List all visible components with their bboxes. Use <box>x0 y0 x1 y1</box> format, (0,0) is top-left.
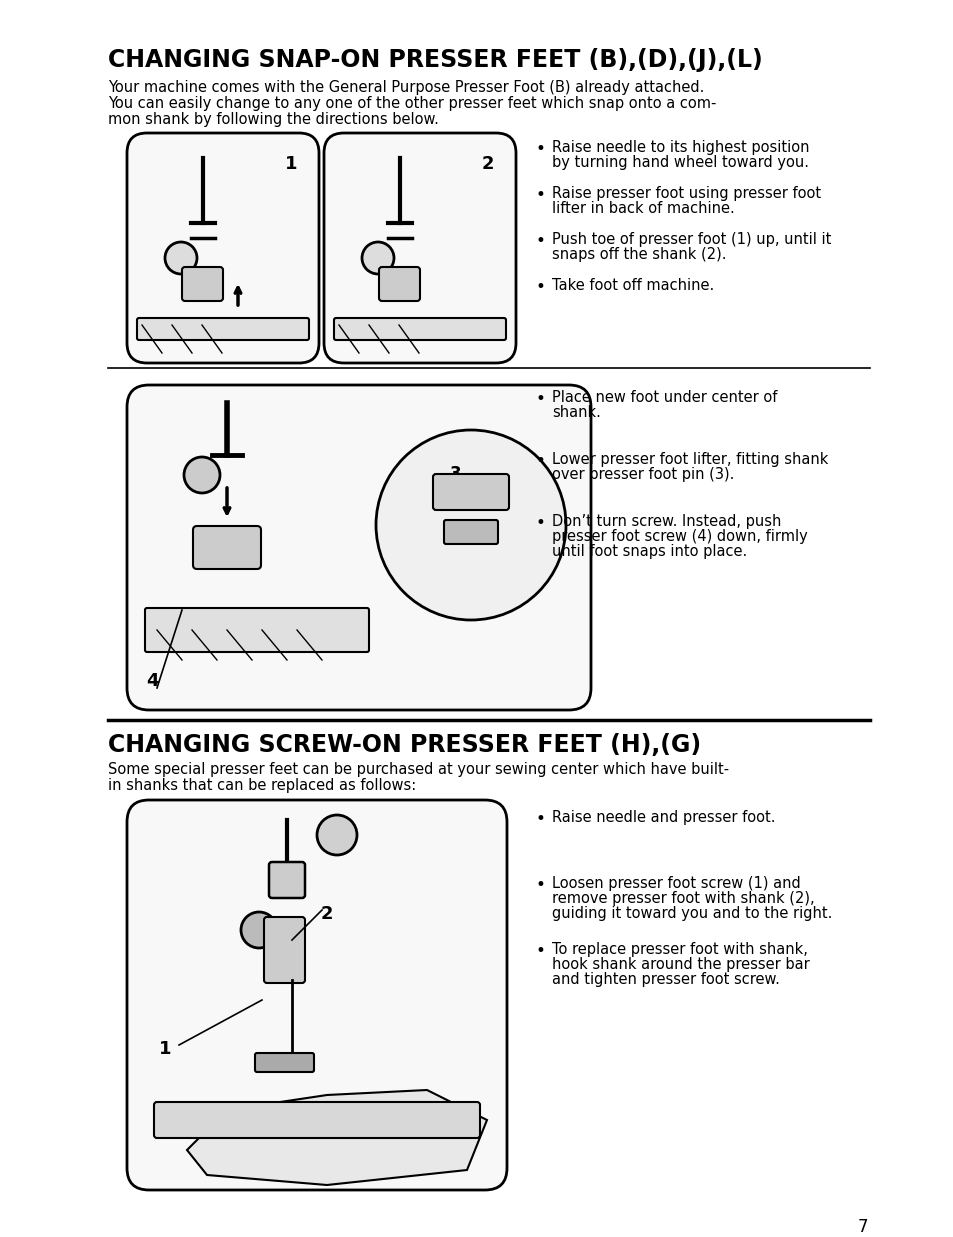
Text: in shanks that can be replaced as follows:: in shanks that can be replaced as follow… <box>108 778 416 793</box>
Text: mon shank by following the directions below.: mon shank by following the directions be… <box>108 113 438 127</box>
FancyBboxPatch shape <box>145 609 369 652</box>
Text: 2: 2 <box>481 155 494 173</box>
Text: over presser foot pin (3).: over presser foot pin (3). <box>552 468 734 482</box>
Text: Some special presser feet can be purchased at your sewing center which have buil: Some special presser feet can be purchas… <box>108 762 728 777</box>
Text: Loosen presser foot screw (1) and: Loosen presser foot screw (1) and <box>552 876 800 891</box>
Circle shape <box>361 242 394 275</box>
Text: guiding it toward you and to the right.: guiding it toward you and to the right. <box>552 905 832 922</box>
Text: •: • <box>536 515 545 532</box>
Text: and tighten presser foot screw.: and tighten presser foot screw. <box>552 972 779 987</box>
Text: lifter in back of machine.: lifter in back of machine. <box>552 200 734 216</box>
Text: Raise needle and presser foot.: Raise needle and presser foot. <box>552 810 775 825</box>
Circle shape <box>165 242 196 275</box>
FancyBboxPatch shape <box>264 917 305 983</box>
FancyBboxPatch shape <box>324 134 516 362</box>
Text: CHANGING SNAP-ON PRESSER FEET (B),(D),(J),(L): CHANGING SNAP-ON PRESSER FEET (B),(D),(J… <box>108 48 762 72</box>
Text: until foot snaps into place.: until foot snaps into place. <box>552 544 746 559</box>
Text: •: • <box>536 140 545 158</box>
Circle shape <box>375 430 565 620</box>
Text: Raise presser foot using presser foot: Raise presser foot using presser foot <box>552 186 821 200</box>
Text: •: • <box>536 943 545 960</box>
FancyBboxPatch shape <box>182 267 223 301</box>
FancyBboxPatch shape <box>127 385 590 710</box>
Text: 4: 4 <box>146 672 158 690</box>
FancyBboxPatch shape <box>443 520 497 544</box>
Text: •: • <box>536 278 545 296</box>
FancyBboxPatch shape <box>334 318 505 340</box>
Circle shape <box>241 912 276 948</box>
Text: remove presser foot with shank (2),: remove presser foot with shank (2), <box>552 891 814 905</box>
Text: 2: 2 <box>320 905 333 923</box>
Circle shape <box>316 815 356 855</box>
Text: CHANGING SCREW-ON PRESSER FEET (H),(G): CHANGING SCREW-ON PRESSER FEET (H),(G) <box>108 734 700 757</box>
Text: hook shank around the presser bar: hook shank around the presser bar <box>552 957 809 972</box>
Text: •: • <box>536 876 545 894</box>
Text: Take foot off machine.: Take foot off machine. <box>552 278 714 293</box>
Text: •: • <box>536 233 545 250</box>
Text: Push toe of presser foot (1) up, until it: Push toe of presser foot (1) up, until i… <box>552 233 830 247</box>
Text: To replace presser foot with shank,: To replace presser foot with shank, <box>552 943 807 957</box>
Text: •: • <box>536 390 545 408</box>
FancyBboxPatch shape <box>378 267 419 301</box>
FancyBboxPatch shape <box>153 1102 479 1138</box>
FancyBboxPatch shape <box>269 862 305 898</box>
Text: 1: 1 <box>284 155 297 173</box>
Text: 3: 3 <box>450 465 461 482</box>
Text: presser foot screw (4) down, firmly: presser foot screw (4) down, firmly <box>552 529 807 544</box>
FancyBboxPatch shape <box>254 1053 314 1072</box>
Text: Lower presser foot lifter, fitting shank: Lower presser foot lifter, fitting shank <box>552 452 827 468</box>
Text: •: • <box>536 186 545 204</box>
Text: 7: 7 <box>857 1218 867 1236</box>
Text: shank.: shank. <box>552 404 600 421</box>
Text: You can easily change to any one of the other presser feet which snap onto a com: You can easily change to any one of the … <box>108 96 716 111</box>
Text: snaps off the shank (2).: snaps off the shank (2). <box>552 247 726 262</box>
Text: by turning hand wheel toward you.: by turning hand wheel toward you. <box>552 155 808 169</box>
Text: 1: 1 <box>158 1040 172 1058</box>
Polygon shape <box>187 1090 486 1185</box>
FancyBboxPatch shape <box>127 800 506 1190</box>
FancyBboxPatch shape <box>137 318 309 340</box>
Text: •: • <box>536 452 545 470</box>
Text: •: • <box>536 810 545 828</box>
Text: Don’t turn screw. Instead, push: Don’t turn screw. Instead, push <box>552 515 781 529</box>
Circle shape <box>184 456 220 494</box>
FancyBboxPatch shape <box>193 526 261 569</box>
Text: Raise needle to its highest position: Raise needle to its highest position <box>552 140 809 155</box>
Text: Place new foot under center of: Place new foot under center of <box>552 390 777 404</box>
FancyBboxPatch shape <box>433 474 509 510</box>
FancyBboxPatch shape <box>127 134 318 362</box>
Text: Your machine comes with the General Purpose Presser Foot (B) already attached.: Your machine comes with the General Purp… <box>108 80 703 95</box>
